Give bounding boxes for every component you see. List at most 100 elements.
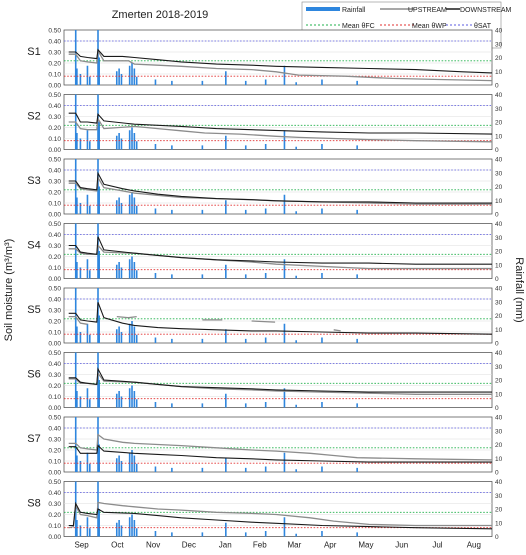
- rainfall-bar: [135, 463, 138, 472]
- rainfall-bar: [133, 391, 136, 408]
- x-tick-label: Nov: [146, 541, 160, 550]
- y-tick-label-right: 40: [495, 479, 503, 486]
- rainfall-bar: [128, 65, 131, 85]
- panel-label: S7: [27, 433, 40, 445]
- y-tick-label-right: 10: [495, 262, 503, 269]
- legend-sat-label: θSAT: [474, 23, 492, 30]
- rainfall-bar: [321, 144, 323, 150]
- y-tick-label-right: 30: [495, 235, 503, 242]
- rainfall-bar: [154, 402, 157, 408]
- rainfall-bar: [120, 525, 123, 537]
- y-tick-label-left: 0.30: [48, 501, 61, 508]
- y-tick-label-right: 10: [495, 327, 503, 334]
- y-tick-label-left: 0.20: [48, 190, 61, 197]
- rainfall-bar: [244, 80, 247, 85]
- rainfall-bar: [86, 259, 89, 279]
- y-tick-label-left: 0.20: [48, 319, 61, 326]
- y-tick-label-left: 0.50: [48, 286, 61, 293]
- rainfall-bar: [171, 209, 173, 214]
- rainfall-bar: [76, 262, 78, 279]
- rainfall-bar: [97, 223, 99, 279]
- y-tick-label-right: 10: [495, 198, 503, 205]
- downstream-line: [68, 48, 493, 74]
- rainfall-bar: [295, 211, 297, 214]
- rainfall-bar: [131, 450, 133, 472]
- y-axis-label-left: Soil moisture (m³/m³): [3, 239, 15, 342]
- panel-label: S4: [27, 239, 40, 251]
- rainfall-bar: [98, 251, 100, 279]
- rainfall-bar: [171, 532, 173, 537]
- y-tick-label-right: 0: [495, 83, 499, 90]
- rainfall-bar: [321, 402, 323, 408]
- y-tick-label-right: 20: [495, 55, 503, 62]
- y-tick-label-right: 0: [495, 341, 499, 348]
- rainfall-bar: [120, 74, 123, 85]
- rainfall-bar: [76, 68, 78, 85]
- y-tick-label-left: 0.10: [48, 330, 61, 337]
- x-axis: Sep Oct Nov Dec Jan Feb Mar Apr May Jun Jul Aug: [74, 541, 480, 550]
- rainfall-bar: [79, 138, 82, 150]
- y-tick-label-left: 0.30: [48, 243, 61, 250]
- rainfall-bar: [115, 522, 118, 537]
- x-tick-label: Sep: [74, 541, 89, 550]
- y-tick-label-left: 0.50: [48, 479, 61, 486]
- rainfall-bar: [97, 159, 99, 214]
- rainfall-bar: [76, 520, 78, 537]
- rainfall-bar: [115, 71, 118, 85]
- panel-s1: 0.00 0.10 0.20 0.30 0.40 0.50 0 10 20 30 40 S1: [27, 28, 502, 90]
- y-tick-label-left: 0.10: [48, 201, 61, 208]
- plot-frame: [63, 416, 493, 473]
- y-tick-label-right: 10: [495, 391, 503, 398]
- rainfall-bar: [88, 334, 91, 343]
- x-tick-label: Jun: [395, 541, 408, 550]
- y-axis-label-right: Rainfall (mm): [513, 257, 525, 322]
- rainfall-bar: [74, 223, 77, 279]
- y-tick-label-right: 0: [495, 534, 499, 541]
- rainfall-bar: [98, 122, 100, 150]
- rainfall-bar: [128, 388, 131, 408]
- rainfall-bar: [79, 74, 82, 85]
- rainfall-bar: [133, 520, 136, 537]
- rainfall-bar: [118, 262, 120, 279]
- panel-s3: 0.00 0.10 0.20 0.30 0.40 0.50 0 10 20 30 40 S3: [27, 157, 502, 219]
- rainfall-bar: [171, 80, 173, 85]
- rainfall-bar: [98, 444, 100, 472]
- rainfall-bar: [225, 264, 227, 279]
- rainfall-bar: [171, 467, 173, 472]
- legend-upstream-label: UPSTREAM: [408, 7, 447, 14]
- rainfall-bar: [135, 76, 138, 85]
- rainfall-bar: [118, 326, 120, 343]
- downstream-line: [68, 302, 493, 335]
- y-tick-label-left: 0.10: [48, 72, 61, 79]
- panel-s2: 0.00 0.10 0.20 0.30 0.40 0.50 0 10 20 30 40 S2: [27, 92, 502, 154]
- y-tick-label-right: 10: [495, 456, 503, 463]
- rainfall-bar: [76, 197, 78, 214]
- rainfall-bar: [356, 467, 358, 472]
- rainfall-bar: [131, 385, 133, 408]
- legend-wp-label: Mean θWP: [412, 23, 447, 30]
- y-tick-label-left: 0.20: [48, 61, 61, 68]
- legend-downstream-label: DOWNSTREAM: [460, 7, 512, 14]
- rainfall-bar: [321, 79, 323, 85]
- rainfall-bar: [154, 337, 157, 343]
- rainfall-bar: [225, 200, 227, 214]
- y-tick-label-right: 0: [495, 276, 499, 283]
- rainfall-bar: [171, 145, 173, 150]
- y-tick-label-left: 0.00: [48, 212, 61, 219]
- rainfall-bar: [131, 321, 133, 343]
- rainfall-bar: [135, 270, 138, 279]
- rainfall-bar: [283, 259, 286, 279]
- y-tick-label-right: 40: [495, 415, 503, 422]
- rainfall-bar: [295, 275, 297, 279]
- rainfall-bar: [264, 531, 267, 537]
- rainfall-bar: [79, 525, 82, 537]
- rainfall-bar: [115, 264, 118, 279]
- x-tick-label: Oct: [111, 541, 124, 550]
- x-tick-label: Dec: [182, 541, 196, 550]
- rainfall-bar: [244, 467, 247, 472]
- rainfall-bar: [225, 393, 227, 408]
- rainfall-bar: [115, 458, 118, 472]
- y-tick-label-left: 0.10: [48, 459, 61, 466]
- rainfall-bar: [76, 391, 78, 408]
